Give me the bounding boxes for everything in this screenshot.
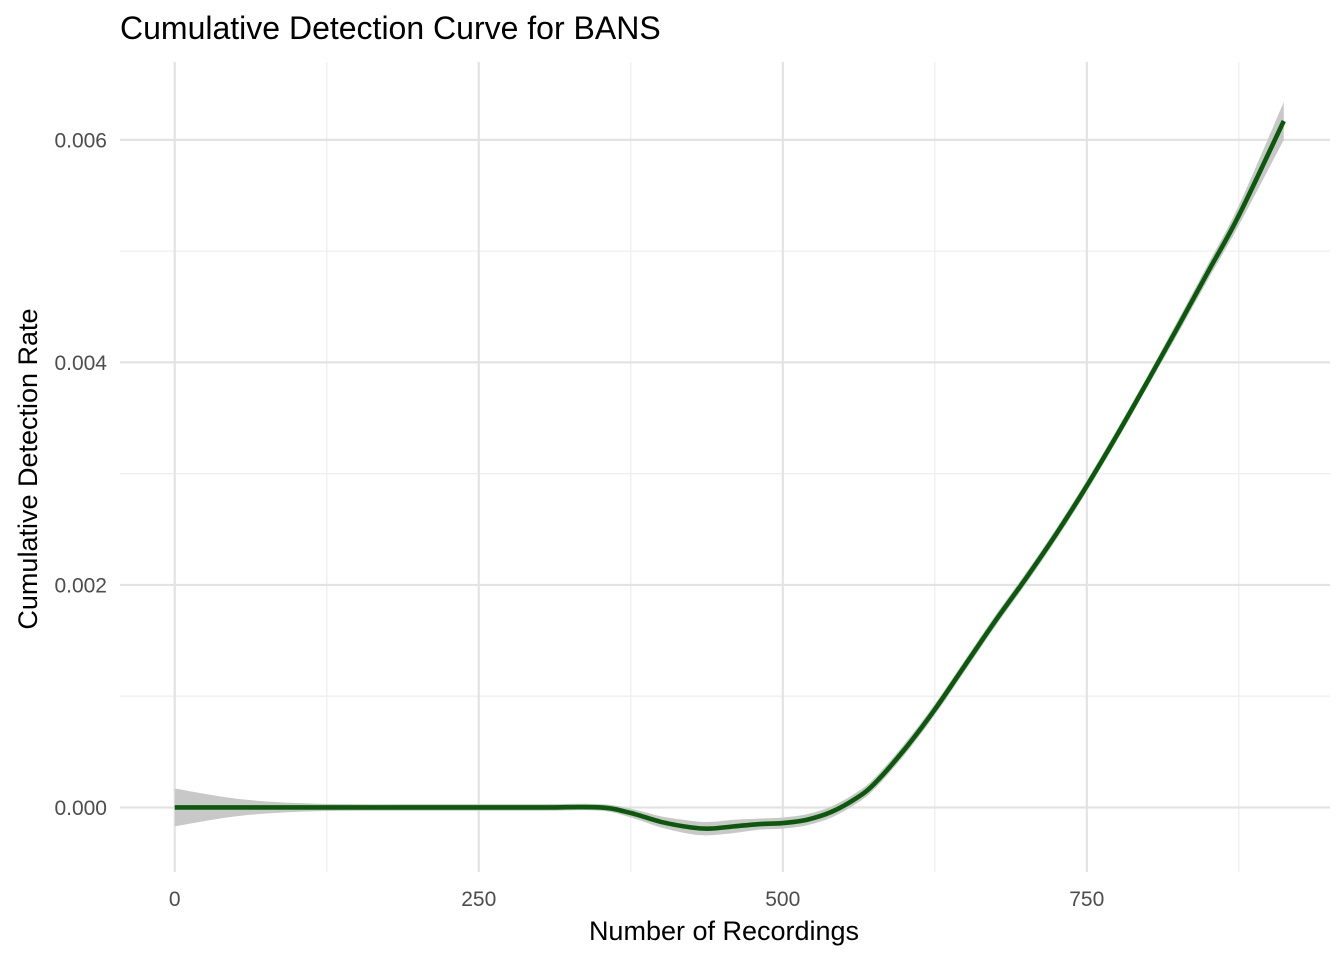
x-tick-label: 500: [765, 888, 800, 911]
x-tick-label: 0: [169, 888, 181, 911]
y-tick-label: 0.002: [54, 574, 107, 597]
x-tick-label: 750: [1069, 888, 1104, 911]
x-axis-label: Number of Recordings: [589, 916, 859, 946]
x-tick-label: 250: [461, 888, 496, 911]
chart-title: Cumulative Detection Curve for BANS: [120, 10, 661, 46]
y-axis-label: Cumulative Detection Rate: [13, 308, 43, 629]
confidence-band-layer: [174, 102, 1284, 836]
y-tick-label: 0.000: [54, 797, 107, 820]
gridlines: [120, 62, 1330, 872]
confidence-band: [174, 102, 1284, 836]
y-tick-label: 0.004: [54, 352, 107, 375]
tick-labels: 0.000 0.002 0.004 0.006 0 250 500 750: [54, 129, 1104, 911]
series-line-layer: [174, 119, 1286, 831]
series-line: [174, 119, 1286, 831]
y-tick-label: 0.006: [54, 129, 107, 152]
